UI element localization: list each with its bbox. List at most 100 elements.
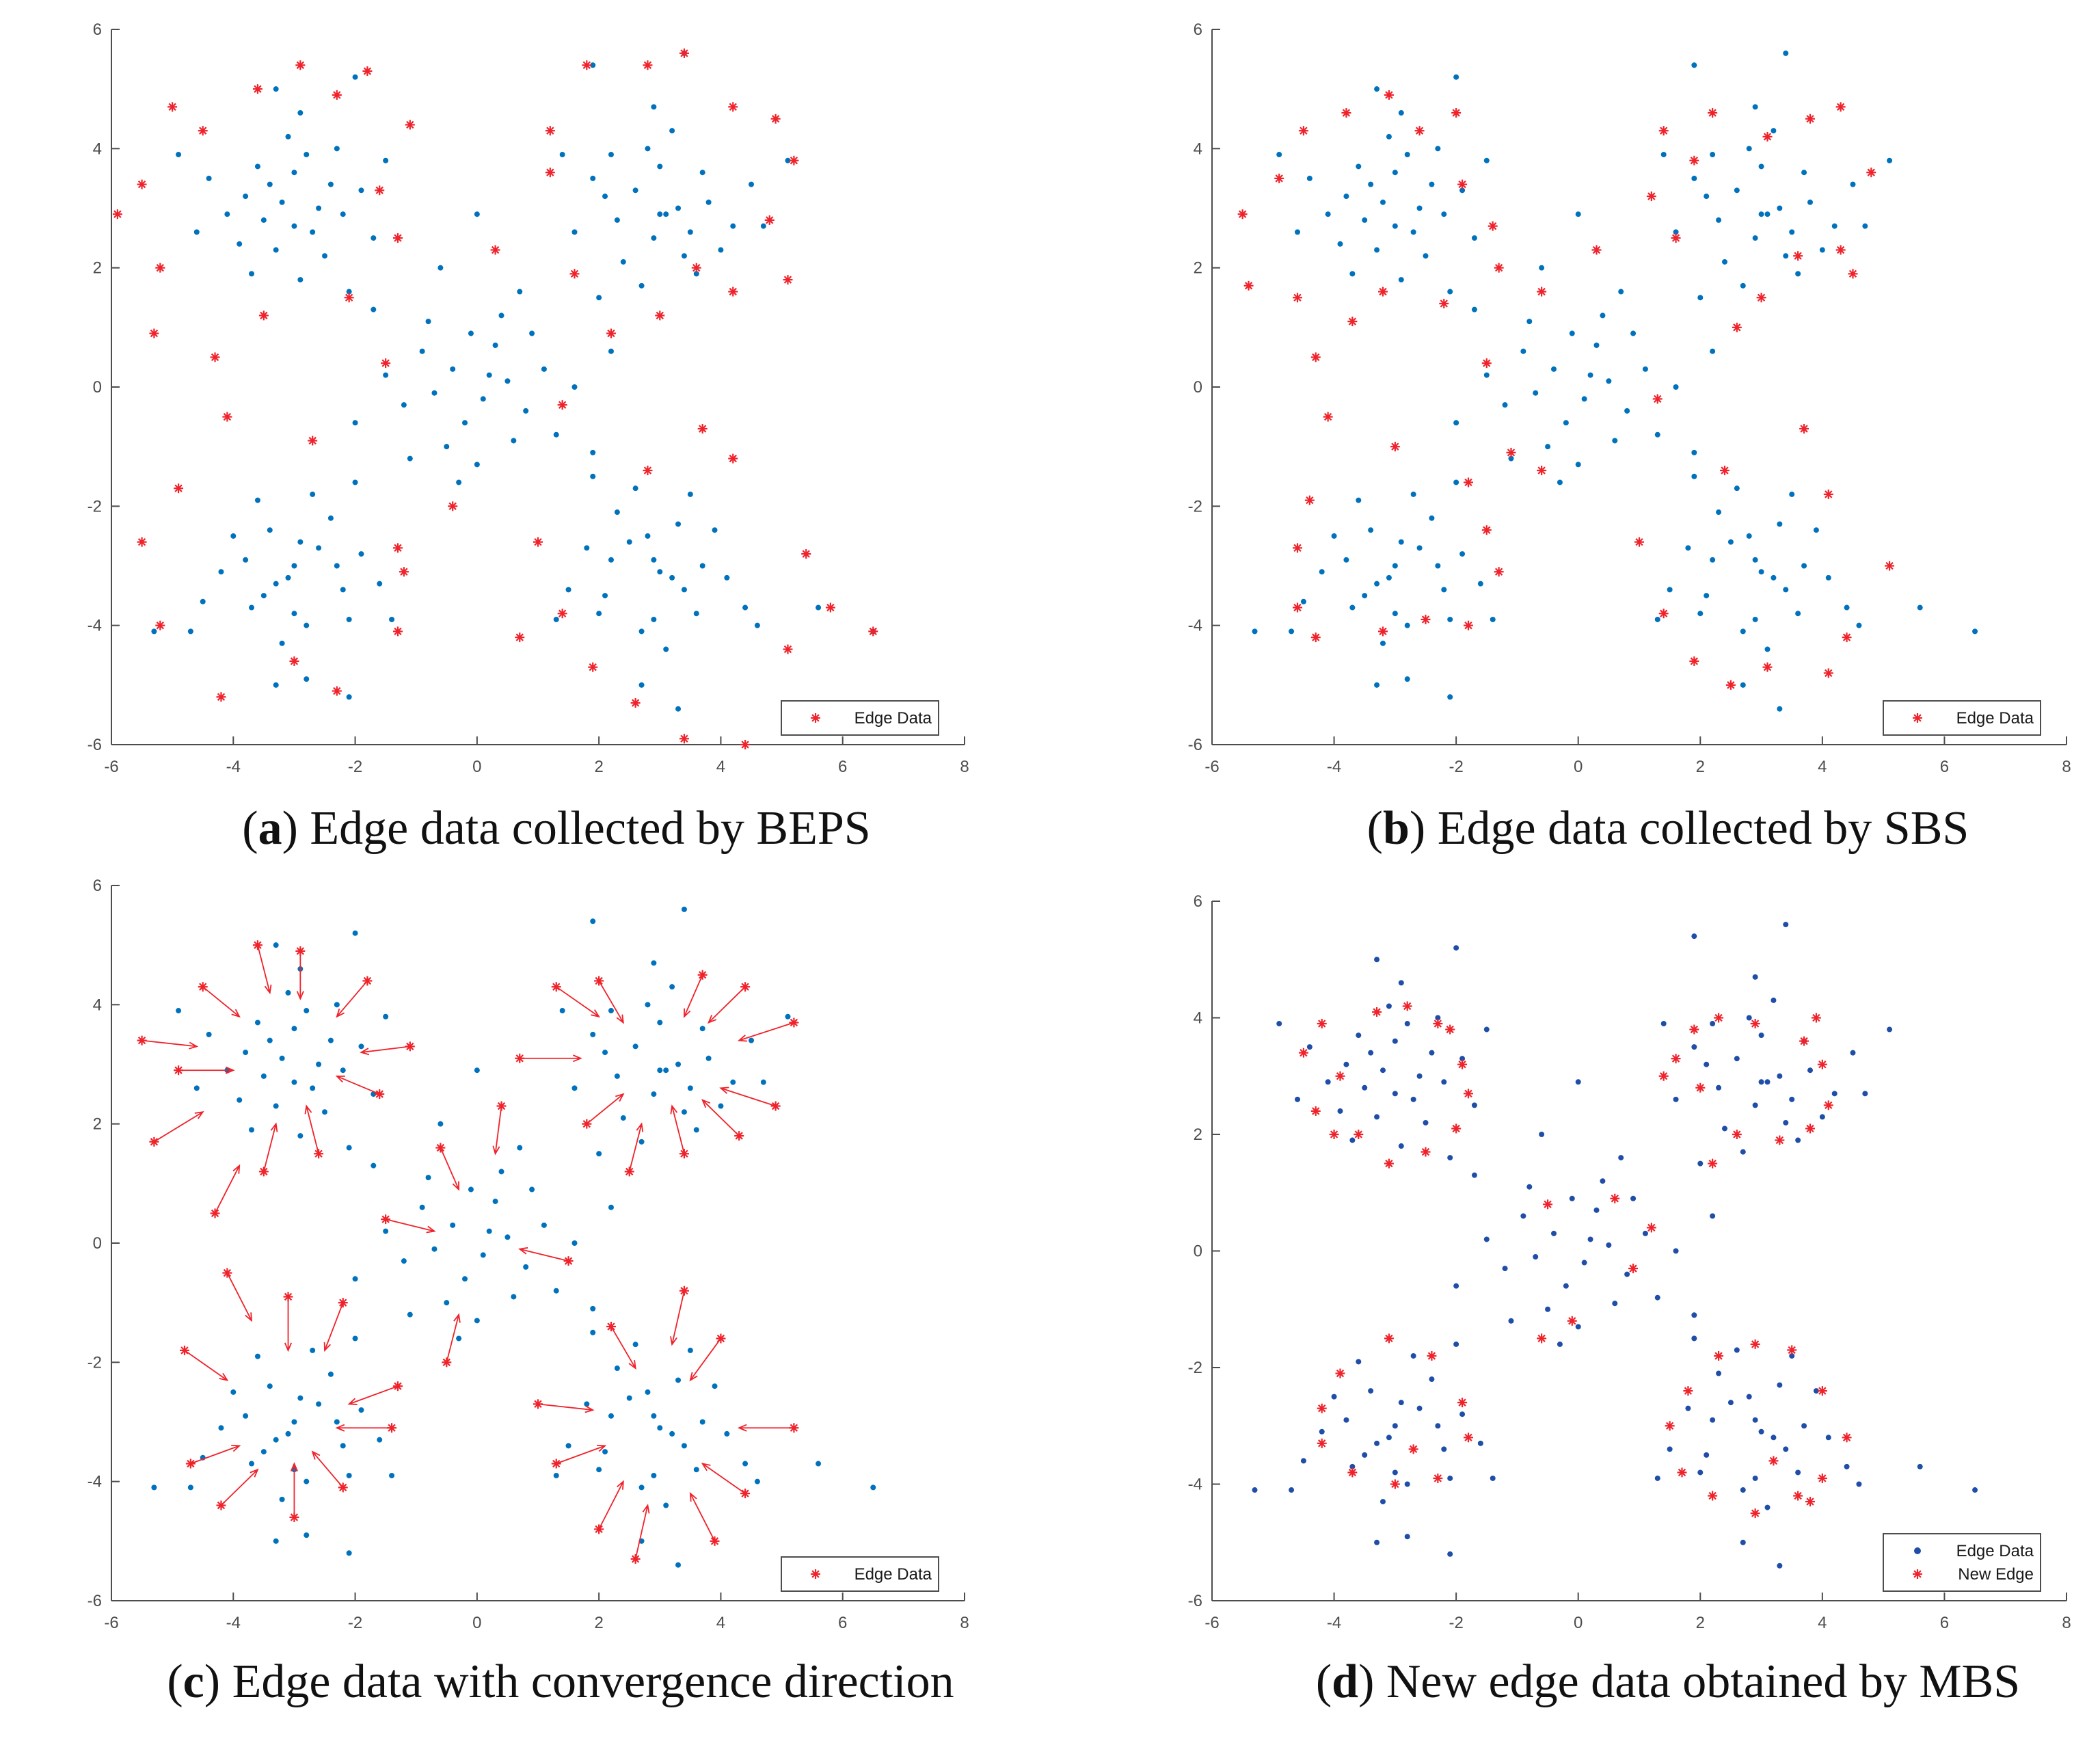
- data-point: [657, 1067, 663, 1074]
- data-point: [401, 1258, 407, 1264]
- data-point: [1777, 521, 1783, 527]
- data-point: [1490, 616, 1496, 622]
- arrow-head: [737, 1035, 748, 1042]
- data-point: [1392, 1091, 1398, 1097]
- edge-point: [1793, 251, 1803, 261]
- data-point: [1429, 181, 1435, 187]
- data-point: [632, 1342, 638, 1348]
- data-point: [279, 640, 285, 646]
- data-point: [444, 444, 450, 450]
- edge-point: [1689, 155, 1699, 165]
- data-point: [310, 1347, 316, 1353]
- data-point: [614, 1366, 620, 1372]
- arrow-head: [689, 1492, 697, 1502]
- data-point: [693, 611, 699, 617]
- direction-arrow: [324, 1302, 344, 1351]
- data-point: [1758, 1428, 1764, 1435]
- x-tick-label: 4: [716, 758, 725, 776]
- data-point: [669, 1430, 675, 1437]
- edge-point: [1658, 1071, 1669, 1081]
- data-point: [1917, 604, 1923, 611]
- scatter-plot-a: -6 -4 -2 0 2 4 6 8 -6 -4 -2 0 2 4 6 Edge Data: [88, 21, 969, 776]
- data-point: [590, 918, 596, 924]
- edge-point: [1799, 424, 1809, 434]
- data-point: [596, 611, 602, 617]
- arrow-head: [335, 1075, 345, 1083]
- direction-arrow: [721, 1087, 776, 1107]
- data-point: [456, 479, 462, 485]
- direction-arrow: [220, 1469, 258, 1506]
- edge-point: [1464, 477, 1473, 488]
- data-point: [358, 1043, 364, 1050]
- edge-point: [1835, 102, 1846, 112]
- data-point: [1691, 1312, 1697, 1318]
- data-point: [718, 1103, 724, 1109]
- data-point: [1453, 945, 1459, 951]
- data-point: [249, 1461, 255, 1467]
- data-point: [1740, 282, 1746, 289]
- data-point: [310, 491, 316, 497]
- data-point: [1300, 598, 1306, 604]
- data-point: [1453, 1283, 1459, 1289]
- data-point: [1716, 509, 1722, 516]
- data-point: [1752, 1417, 1758, 1423]
- data-point: [1356, 1359, 1362, 1365]
- data-point: [304, 1478, 310, 1484]
- data-point: [724, 574, 730, 581]
- data-point: [304, 622, 310, 628]
- data-point: [1972, 628, 1978, 635]
- arrow-head: [591, 1009, 601, 1018]
- data-point: [327, 515, 334, 521]
- data-point: [1673, 1096, 1679, 1102]
- caption-c: (c) Edge data with convergence direction: [167, 1655, 954, 1708]
- data-point: [1789, 229, 1795, 235]
- edge-point: [1451, 108, 1462, 118]
- x-tick-label: 8: [2062, 758, 2071, 776]
- data-point: [1551, 1230, 1557, 1236]
- data-point: [1276, 1021, 1282, 1027]
- x-tick-label: -6: [1204, 758, 1219, 776]
- data-point: [1789, 1353, 1795, 1359]
- arrow-head: [219, 1372, 229, 1381]
- data-point: [346, 1472, 352, 1478]
- data-point: [1740, 682, 1746, 688]
- edge-point: [1732, 322, 1742, 332]
- arrow-head: [518, 1247, 528, 1255]
- data-point: [254, 1353, 260, 1359]
- data-point: [1423, 253, 1429, 259]
- x-tick-label: -2: [1449, 758, 1463, 776]
- data-point: [1551, 366, 1557, 372]
- data-point: [590, 62, 596, 68]
- edge-point: [1708, 108, 1718, 118]
- y-tick-label: 2: [93, 1115, 102, 1134]
- edge-point: [1750, 1508, 1760, 1519]
- data-point: [1349, 271, 1356, 277]
- data-point: [712, 527, 718, 533]
- data-point: [1295, 1096, 1300, 1102]
- edge-point: [1457, 1059, 1468, 1069]
- edge-point: [149, 328, 159, 338]
- y-tick-label: -4: [88, 617, 102, 635]
- data-point: [346, 1145, 352, 1151]
- edge-point: [1817, 1059, 1827, 1069]
- data-point: [742, 1461, 749, 1467]
- data-point: [377, 581, 383, 587]
- edge-point: [1787, 1345, 1797, 1355]
- edge-point: [1341, 108, 1351, 118]
- data-point: [565, 587, 571, 593]
- edge-point: [1793, 1491, 1803, 1501]
- data-point: [383, 157, 389, 163]
- arrow-head: [701, 1099, 711, 1108]
- y-tick-label: -2: [1188, 1359, 1202, 1377]
- data-point: [322, 1109, 327, 1115]
- y-tick-label: -2: [88, 497, 102, 516]
- data-point: [1392, 611, 1398, 617]
- data-point: [176, 152, 182, 158]
- edge-point: [1488, 221, 1498, 231]
- data-point: [1490, 1475, 1496, 1481]
- data-point: [1349, 1463, 1356, 1469]
- data-point: [322, 253, 327, 259]
- data-point: [1539, 1132, 1545, 1137]
- data-point: [1447, 289, 1453, 295]
- data-point: [1593, 1207, 1600, 1213]
